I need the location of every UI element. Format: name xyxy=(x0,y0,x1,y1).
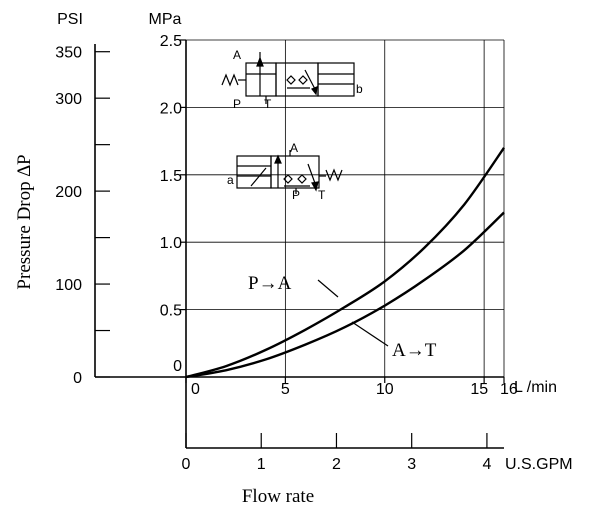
spring-icon xyxy=(325,168,343,182)
valve-symbol-lower xyxy=(236,150,343,194)
gpm-tick-label: 4 xyxy=(482,456,491,473)
lmin-unit-label: L /min xyxy=(514,379,557,396)
gpm-tick-label: 2 xyxy=(332,456,341,473)
psi-tick-label: 350 xyxy=(55,45,82,62)
lmin-tick-label: 15 xyxy=(470,381,488,398)
valve2-port-a: A xyxy=(290,141,298,155)
valve1-box-middle xyxy=(275,62,319,97)
valve1-port-b: b xyxy=(356,82,363,96)
psi-tick-label: 0 xyxy=(73,370,82,387)
y-axis-title: Pressure Drop ∆P xyxy=(14,154,35,289)
mpa-unit-label: MPa xyxy=(149,11,182,28)
x-axis-title: Flow rate xyxy=(242,486,314,507)
psi-tick-label: 100 xyxy=(55,277,82,294)
gpm-tick-label: 1 xyxy=(257,456,266,473)
valve1-box-left xyxy=(245,62,277,97)
valve1-port-t: T xyxy=(264,97,272,111)
leader-at xyxy=(351,321,389,347)
mpa-tick-label: 1.5 xyxy=(160,168,182,185)
psi-unit-label: PSI xyxy=(57,11,83,28)
spring-icon xyxy=(221,73,239,87)
gpm-tick-label: 0 xyxy=(182,456,191,473)
series-label-at: A→T xyxy=(392,340,437,361)
series-line-pa xyxy=(185,147,505,379)
valve1-port-p: P xyxy=(233,97,241,111)
gpm-tick-label: 3 xyxy=(407,456,416,473)
series-label-pa: P→A xyxy=(248,273,292,294)
leader-pa xyxy=(317,279,339,298)
valve1-port-a: A xyxy=(233,48,241,62)
valve2-port-p: P xyxy=(292,188,300,202)
mpa-tick-label: 2.5 xyxy=(160,33,182,50)
valve1-box-right xyxy=(317,62,355,97)
mpa-tick-label: 2.0 xyxy=(160,100,182,117)
valve-symbol-upper xyxy=(221,52,355,104)
series-group xyxy=(185,147,505,379)
series-line-at xyxy=(185,211,505,379)
valve2-port-t: T xyxy=(318,188,326,202)
lmin-tick-label: 0 xyxy=(191,381,200,398)
psi-tick-label: 200 xyxy=(55,184,82,201)
mpa-tick-label: 1.0 xyxy=(160,235,182,252)
valve2-port-a-side: a xyxy=(227,173,234,187)
axes xyxy=(94,40,504,449)
lmin-tick-label: 10 xyxy=(376,381,394,398)
gpm-unit-label: U.S.GPM xyxy=(505,456,573,473)
psi-tick-label: 300 xyxy=(55,91,82,108)
lmin-tick-label: 16 xyxy=(500,381,518,398)
valve2-box-middle xyxy=(270,155,320,189)
tick-labels: 0 0.5 1.0 1.5 2.0 2.5 0 100 200 300 350 0 5 10 15 16 0 1 2… xyxy=(55,33,518,473)
mpa-tick-label: 0 xyxy=(173,358,182,375)
mpa-tick-label: 0.5 xyxy=(160,303,182,320)
lmin-tick-label: 5 xyxy=(281,381,290,398)
